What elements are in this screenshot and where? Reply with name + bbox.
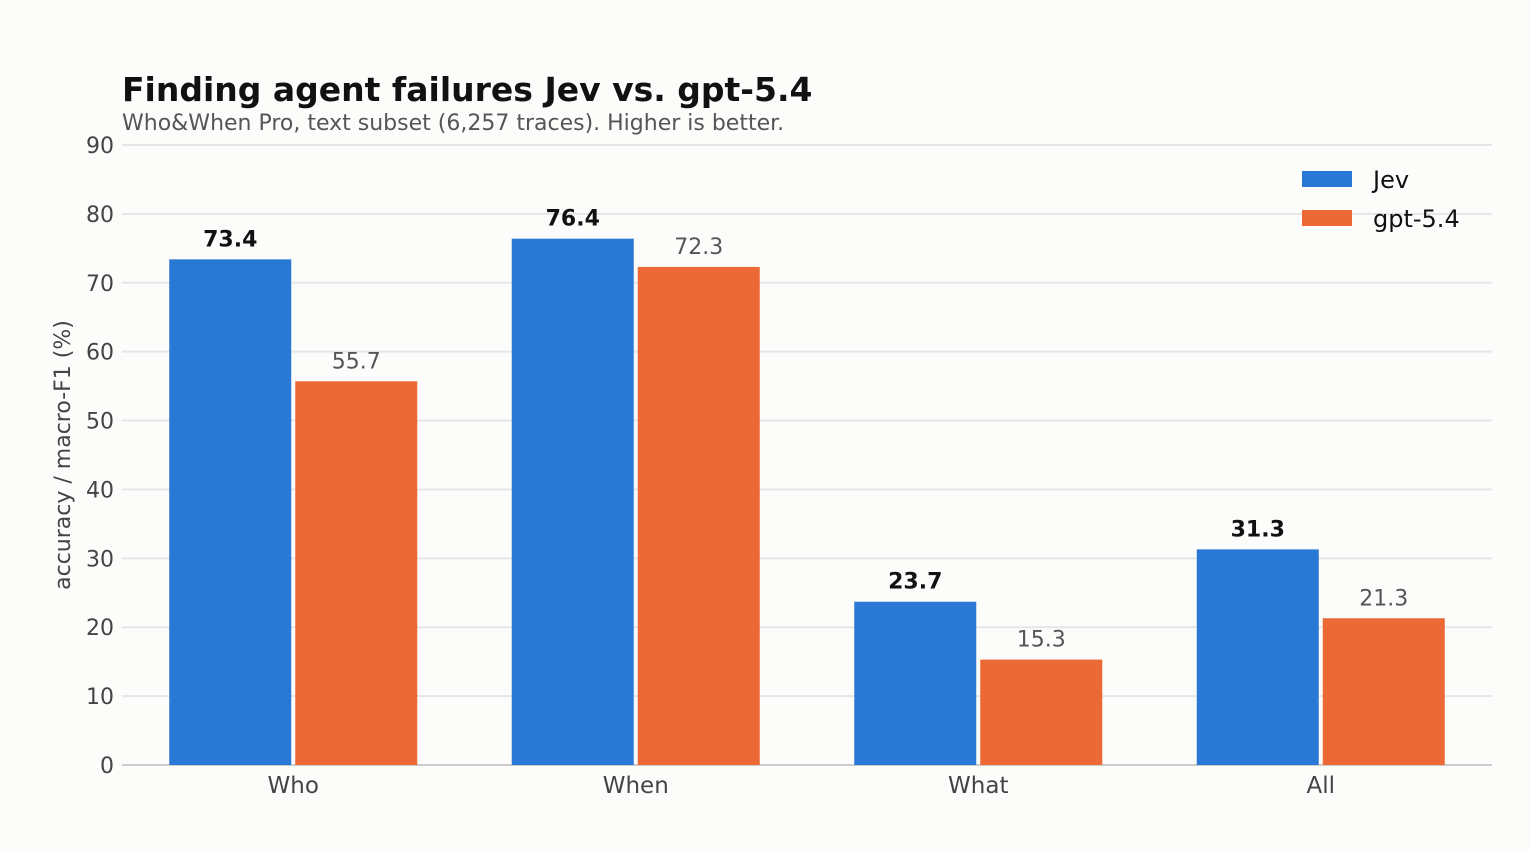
legend-label: gpt-5.4: [1373, 205, 1460, 233]
y-tick-label: 10: [86, 685, 114, 710]
y-axis-label: accuracy / macro-F1 (%): [51, 320, 76, 590]
legend-swatch: [1302, 210, 1352, 226]
x-tick-label: When: [603, 773, 669, 799]
bar: [980, 659, 1103, 765]
data-label: 73.4: [203, 227, 257, 252]
y-tick-label: 40: [86, 478, 114, 503]
bar: [637, 266, 760, 765]
y-tick-label: 20: [86, 616, 114, 641]
y-tick-label: 80: [86, 203, 114, 228]
bar: [1196, 549, 1319, 765]
legend-swatch: [1302, 171, 1352, 187]
legend-label: Jev: [1371, 166, 1409, 194]
data-label: 15.3: [1017, 628, 1066, 653]
y-tick-label: 60: [86, 341, 114, 366]
x-tick-label: All: [1306, 773, 1335, 799]
data-label: 31.3: [1231, 517, 1285, 542]
y-tick-label: 30: [86, 547, 114, 572]
chart-title: Finding agent failures Jev vs. gpt-5.4: [122, 70, 813, 109]
data-label: 21.3: [1359, 586, 1408, 611]
y-tick-label: 50: [86, 410, 114, 435]
y-tick-label: 70: [86, 272, 114, 297]
chart-subtitle: Who&When Pro, text subset (6,257 traces)…: [122, 111, 785, 136]
data-label: 72.3: [674, 235, 723, 260]
bar: [854, 601, 977, 765]
data-label: 76.4: [546, 207, 600, 232]
y-tick-label: 90: [86, 134, 114, 159]
x-tick-label: Who: [268, 773, 319, 799]
bar: [1322, 618, 1445, 765]
bar: [295, 381, 418, 765]
y-tick-label: 0: [100, 754, 114, 779]
bar: [169, 259, 292, 765]
x-tick-label: What: [948, 773, 1008, 799]
bar: [511, 238, 634, 765]
data-label: 23.7: [888, 570, 942, 595]
data-label: 55.7: [332, 349, 381, 374]
